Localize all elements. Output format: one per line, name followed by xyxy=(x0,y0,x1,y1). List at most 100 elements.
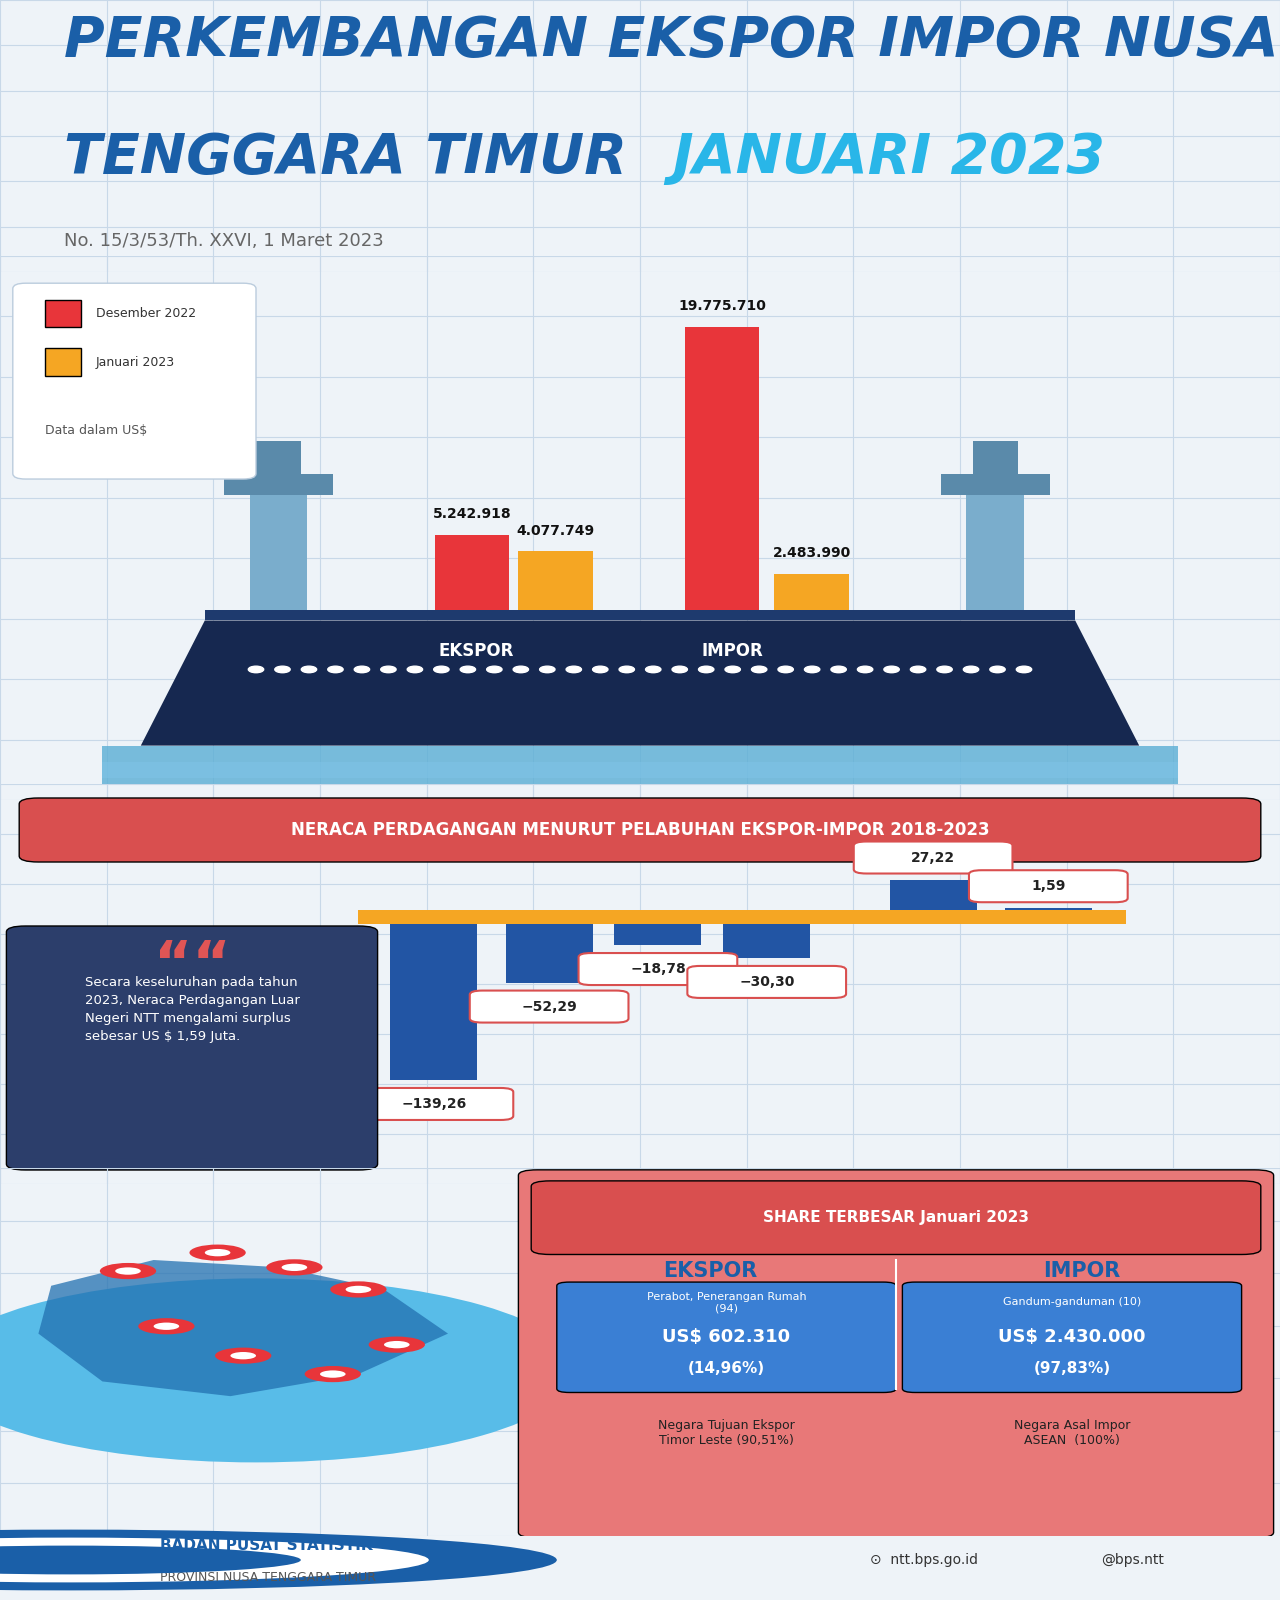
Text: ⊙  ntt.bps.go.id: ⊙ ntt.bps.go.id xyxy=(870,1554,978,1566)
Text: Negara Asal Impor
ASEAN  (100%): Negara Asal Impor ASEAN (100%) xyxy=(1014,1419,1130,1446)
Circle shape xyxy=(320,1370,346,1378)
Text: Januari 2023: Januari 2023 xyxy=(96,355,175,368)
FancyBboxPatch shape xyxy=(687,966,846,998)
Circle shape xyxy=(0,1538,429,1582)
Circle shape xyxy=(266,1259,323,1275)
Circle shape xyxy=(248,666,264,672)
Text: SHARE TERBESAR Januari 2023: SHARE TERBESAR Januari 2023 xyxy=(763,1210,1029,1226)
Circle shape xyxy=(369,1336,425,1352)
FancyBboxPatch shape xyxy=(6,926,378,1170)
Text: US$ 602.310: US$ 602.310 xyxy=(662,1328,791,1346)
Text: No. 15/3/53/Th. XXVI, 1 Maret 2023: No. 15/3/53/Th. XXVI, 1 Maret 2023 xyxy=(64,232,384,250)
Text: Desember 2022: Desember 2022 xyxy=(96,307,196,320)
Text: IMPOR: IMPOR xyxy=(1043,1261,1120,1282)
Circle shape xyxy=(858,666,873,672)
Text: −52,29: −52,29 xyxy=(521,1000,577,1013)
FancyBboxPatch shape xyxy=(531,1181,1261,1254)
Text: 2.483.990: 2.483.990 xyxy=(772,547,851,560)
Circle shape xyxy=(645,666,660,672)
Polygon shape xyxy=(141,621,1139,746)
Text: US$ 2.430.000: US$ 2.430.000 xyxy=(998,1328,1146,1346)
Circle shape xyxy=(154,1323,179,1330)
Bar xyxy=(614,925,701,946)
Polygon shape xyxy=(38,1261,448,1397)
Circle shape xyxy=(804,666,819,672)
Bar xyxy=(685,326,759,610)
Circle shape xyxy=(884,666,900,672)
Circle shape xyxy=(138,1318,195,1334)
Circle shape xyxy=(128,979,230,1013)
FancyBboxPatch shape xyxy=(45,299,81,326)
Circle shape xyxy=(566,666,581,672)
Text: Perabot, Penerangan Rumah
(94): Perabot, Penerangan Rumah (94) xyxy=(646,1291,806,1314)
Bar xyxy=(1005,909,1092,910)
Text: −30,30: −30,30 xyxy=(739,974,795,989)
Circle shape xyxy=(19,998,109,1026)
Circle shape xyxy=(0,1530,557,1590)
Circle shape xyxy=(831,666,846,672)
Text: 19.775.710: 19.775.710 xyxy=(678,299,765,314)
FancyBboxPatch shape xyxy=(557,1282,896,1392)
Circle shape xyxy=(328,666,343,672)
FancyBboxPatch shape xyxy=(579,954,737,986)
Circle shape xyxy=(380,666,396,672)
Circle shape xyxy=(672,666,687,672)
Text: Gandum-ganduman (10): Gandum-ganduman (10) xyxy=(1002,1298,1142,1307)
Text: 1,59: 1,59 xyxy=(1032,880,1065,893)
Bar xyxy=(941,474,1050,496)
FancyBboxPatch shape xyxy=(355,1088,513,1120)
Text: BADAN PUSAT STATISTIK: BADAN PUSAT STATISTIK xyxy=(160,1538,372,1554)
Circle shape xyxy=(115,1267,141,1275)
Bar xyxy=(205,610,1075,621)
Text: PROVINSI NUSA TENGGARA TIMUR: PROVINSI NUSA TENGGARA TIMUR xyxy=(160,1571,376,1584)
Circle shape xyxy=(189,1245,246,1261)
Circle shape xyxy=(215,1347,271,1363)
Circle shape xyxy=(964,666,979,672)
Circle shape xyxy=(486,666,502,672)
Text: (14,96%): (14,96%) xyxy=(687,1362,765,1376)
Circle shape xyxy=(540,666,556,672)
Circle shape xyxy=(910,666,925,672)
Circle shape xyxy=(275,666,291,672)
Bar xyxy=(390,925,477,1080)
Circle shape xyxy=(355,666,370,672)
Circle shape xyxy=(230,1352,256,1360)
Text: (97,83%): (97,83%) xyxy=(1033,1362,1111,1376)
Circle shape xyxy=(301,666,316,672)
FancyBboxPatch shape xyxy=(13,283,256,478)
Text: @bps.ntt: @bps.ntt xyxy=(1101,1554,1164,1566)
Text: EKSPOR: EKSPOR xyxy=(439,642,513,659)
Bar xyxy=(435,534,509,610)
Circle shape xyxy=(513,666,529,672)
Circle shape xyxy=(778,666,794,672)
Bar xyxy=(256,442,301,474)
Circle shape xyxy=(937,666,952,672)
FancyBboxPatch shape xyxy=(969,870,1128,902)
Circle shape xyxy=(100,1262,156,1278)
Text: NERACA PERDAGANGAN MENURUT PELABUHAN EKSPOR-IMPOR 2018-2023: NERACA PERDAGANGAN MENURUT PELABUHAN EKS… xyxy=(291,821,989,838)
FancyBboxPatch shape xyxy=(19,798,1261,862)
Circle shape xyxy=(1016,666,1032,672)
Text: 27,22: 27,22 xyxy=(911,851,955,864)
Bar xyxy=(966,474,1024,610)
Bar xyxy=(518,552,593,610)
FancyBboxPatch shape xyxy=(854,842,1012,874)
Bar xyxy=(358,910,1126,925)
FancyBboxPatch shape xyxy=(470,990,628,1022)
Circle shape xyxy=(305,1366,361,1382)
Text: −139,26: −139,26 xyxy=(402,1098,466,1110)
Bar xyxy=(224,474,333,496)
Bar xyxy=(973,442,1018,474)
Circle shape xyxy=(461,666,476,672)
Circle shape xyxy=(620,666,635,672)
Text: Negara Tujuan Ekspor
Timor Leste (90,51%): Negara Tujuan Ekspor Timor Leste (90,51%… xyxy=(658,1419,795,1446)
Text: JANUARI 2023: JANUARI 2023 xyxy=(672,131,1105,184)
Bar xyxy=(506,925,593,982)
Circle shape xyxy=(384,1341,410,1349)
Text: PERKEMBANGAN EKSPOR IMPOR NUSA: PERKEMBANGAN EKSPOR IMPOR NUSA xyxy=(64,13,1279,67)
Circle shape xyxy=(699,666,714,672)
Text: 5.242.918: 5.242.918 xyxy=(433,507,512,522)
FancyBboxPatch shape xyxy=(902,1282,1242,1392)
Circle shape xyxy=(282,1264,307,1270)
Text: EKSPOR: EKSPOR xyxy=(663,1261,758,1282)
